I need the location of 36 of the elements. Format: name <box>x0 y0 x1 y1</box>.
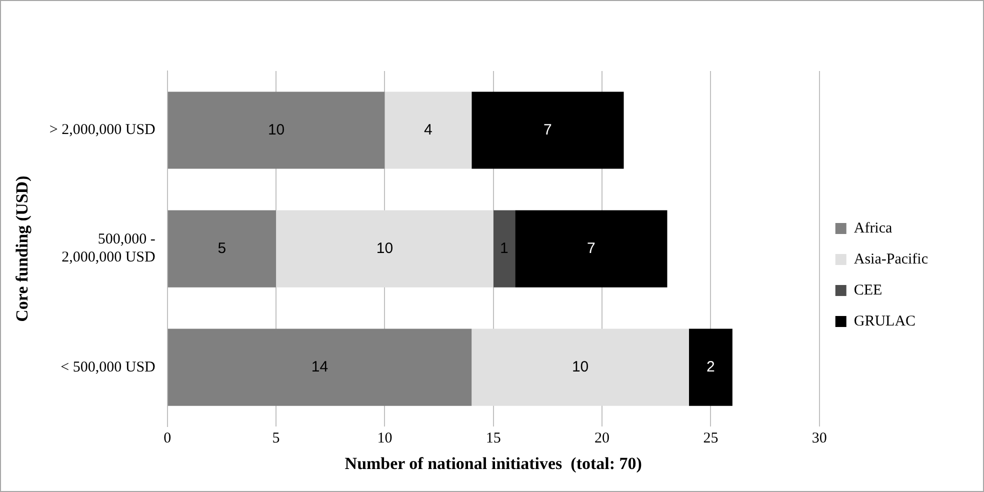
x-tick-label: 30 <box>812 430 827 447</box>
y-tick-label: > 2,000,000 USD <box>49 122 156 138</box>
bar <box>515 210 668 288</box>
data-label: 5 <box>218 240 226 257</box>
legend-label: GRULAC <box>854 313 916 330</box>
bar <box>384 92 472 169</box>
x-tick-label: 25 <box>703 430 718 447</box>
x-tick-label: 5 <box>272 430 280 447</box>
y-axis-title: Core funding (USD) <box>12 176 32 322</box>
data-label: 1 <box>500 240 508 257</box>
data-label: 7 <box>544 121 552 138</box>
y-tick-label: 500,000 - 2,000,000 USD <box>62 232 156 266</box>
bar <box>168 328 472 406</box>
bar <box>276 210 494 288</box>
bar <box>493 210 516 288</box>
x-tick-label: 10 <box>377 430 392 447</box>
x-tick-label: 20 <box>594 430 610 447</box>
bar <box>472 328 689 406</box>
data-label: 10 <box>572 358 589 376</box>
legend-label: Africa <box>854 220 893 236</box>
data-label: 4 <box>424 121 432 138</box>
x-axis-title: Number of national initiatives (total: 70) <box>344 454 642 474</box>
bar <box>688 328 732 406</box>
data-label: 10 <box>376 240 394 257</box>
data-label: 10 <box>268 121 285 138</box>
bar <box>168 92 385 169</box>
legend-label: CEE <box>854 282 882 298</box>
x-tick-label: 15 <box>486 430 501 447</box>
data-label: 2 <box>706 358 715 376</box>
data-label: 14 <box>311 358 328 376</box>
bar <box>168 210 276 288</box>
legend-label: Asia-Pacific <box>854 251 928 268</box>
y-tick-label: < 500,000 USD <box>60 359 156 376</box>
bar <box>472 92 624 169</box>
x-tick-label: 0 <box>164 430 172 447</box>
data-label: 7 <box>586 240 596 257</box>
